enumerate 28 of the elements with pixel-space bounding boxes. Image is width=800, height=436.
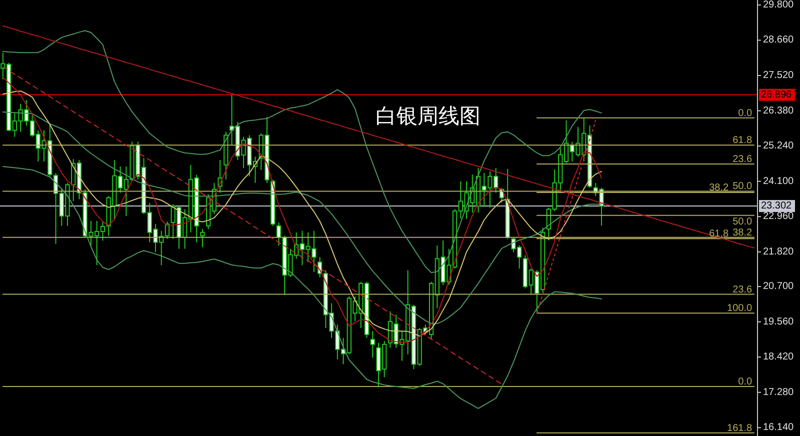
y-tick-label: 17.280 [763, 386, 794, 398]
ref-line-label: 26.896 [761, 89, 792, 100]
y-tick-label: 28.660 [763, 34, 794, 46]
y-tick-label: 16.140 [763, 422, 794, 434]
series-label: 161.8 [727, 422, 752, 434]
y-tick-label: 19.560 [763, 316, 794, 328]
series-label: 61.8 [732, 135, 752, 146]
text: 白银周线图 [376, 104, 480, 128]
series-label: 61.8 [709, 228, 730, 240]
series-label: 38.2 [732, 227, 752, 238]
y-tick-label: 26.380 [763, 105, 794, 116]
series-label: 23.6 [732, 284, 752, 296]
series-label: 50.0 [732, 181, 752, 192]
y-tick-label: 27.520 [763, 70, 794, 82]
series-label: 0.0 [738, 376, 752, 388]
series-label: 0.0 [738, 108, 752, 119]
y-tick-label: 24.100 [763, 176, 794, 187]
series-label: 50.0 [732, 216, 752, 228]
series-label: 23.6 [732, 154, 752, 166]
y-tick-label: 18.420 [763, 352, 794, 363]
y-tick-label: 22.960 [763, 211, 794, 222]
y-tick-label: 21.820 [763, 246, 794, 258]
y-tick-label: 20.700 [763, 281, 794, 292]
ref-line-label: 23.302 [761, 200, 792, 212]
series-label: 38.2 [709, 182, 730, 194]
series-label: 100.0 [727, 303, 752, 314]
y-tick-label: 29.800 [763, 0, 794, 10]
y-tick-label: 25.240 [763, 140, 794, 152]
